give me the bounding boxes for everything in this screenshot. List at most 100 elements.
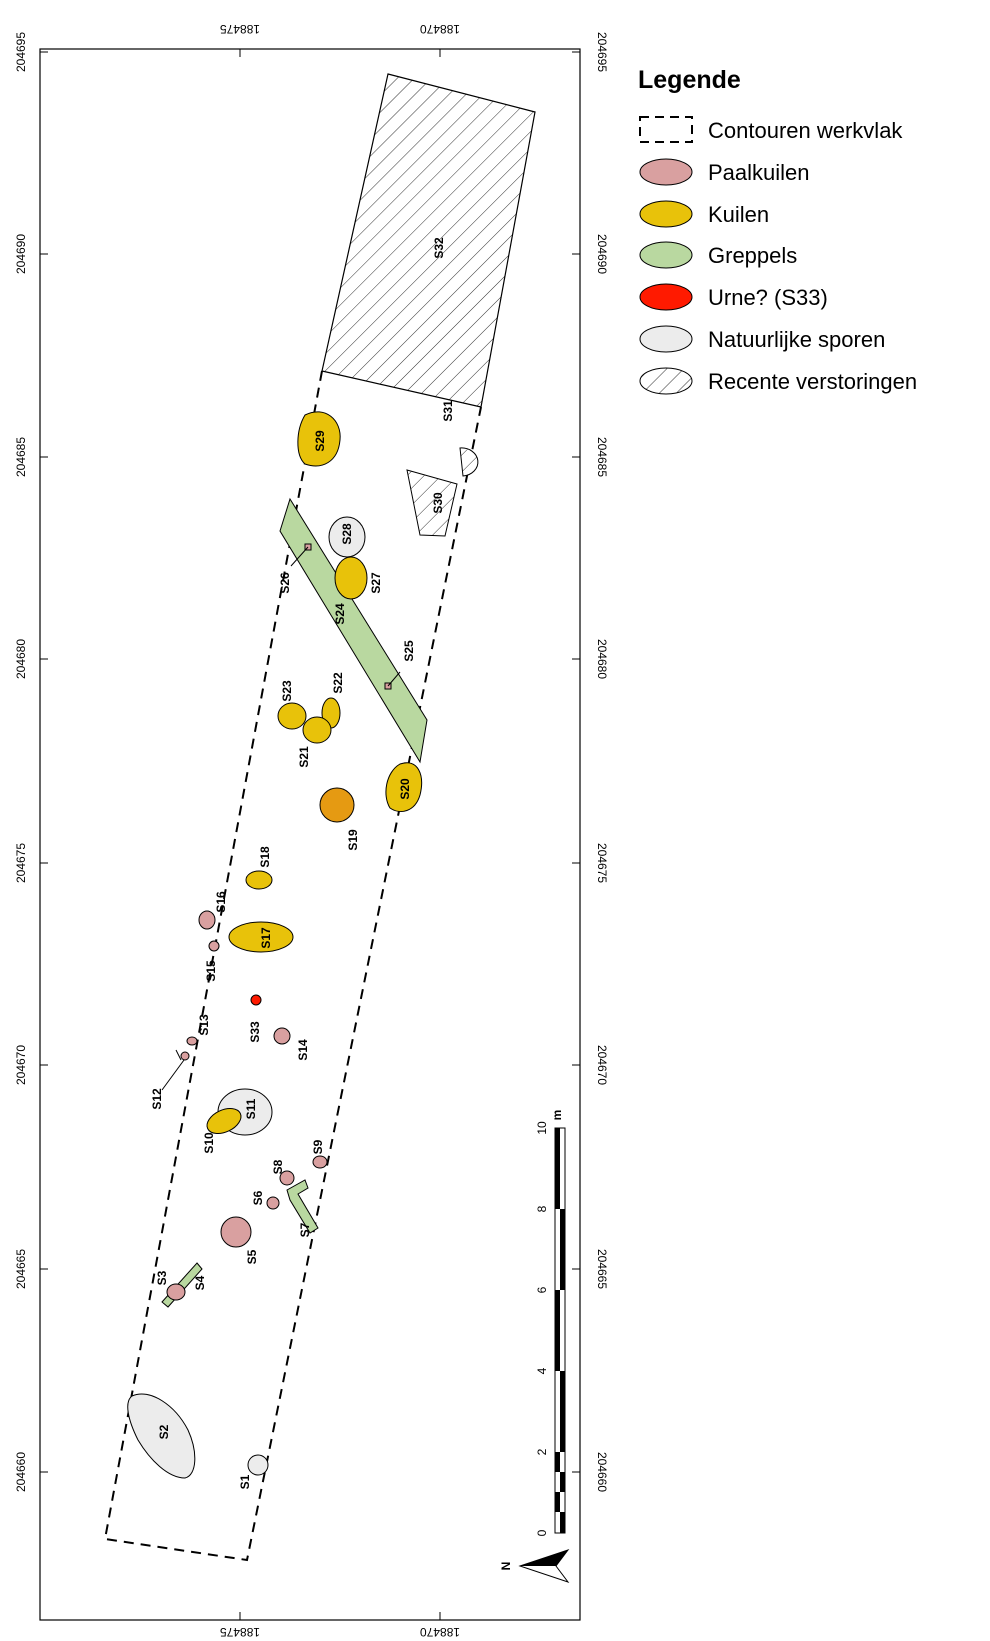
- label-s26: S26: [278, 572, 292, 594]
- legend-item-paalkuilen: Paalkuilen: [639, 158, 810, 186]
- y-label-left-3: 204685: [14, 437, 28, 477]
- feature-s1: [247, 1454, 269, 1476]
- label-s20: S20: [398, 778, 412, 800]
- label-s3: S3: [155, 1270, 169, 1285]
- dashed-box-icon: [639, 116, 693, 143]
- y-label-left-4: 204680: [14, 639, 28, 679]
- label-s2: S2: [157, 1424, 171, 1439]
- legend-label-urne: Urne? (S33): [708, 285, 828, 310]
- legend-item-kuilen: Kuilen: [639, 200, 769, 228]
- legend-label-paalkuilen: Paalkuilen: [708, 160, 810, 185]
- label-s32: S32: [432, 237, 446, 259]
- s12-leader: [161, 1059, 185, 1091]
- label-s14: S14: [296, 1039, 310, 1061]
- label-s16: S16: [214, 891, 228, 913]
- scale-tick-4: 4: [535, 1367, 549, 1374]
- feature-s27: [334, 556, 368, 600]
- label-s12: S12: [150, 1088, 164, 1110]
- feature-s12: [180, 1051, 190, 1061]
- scale-bar: 0 2 4 6 8 10 m: [535, 1110, 566, 1536]
- s25-leader: [387, 671, 401, 687]
- x-label-bottom-2: 188470: [420, 1625, 460, 1639]
- feature-s33: [250, 994, 262, 1006]
- ellipse-swatch-icon: [639, 283, 693, 311]
- y-label-right-2: 204690: [595, 234, 609, 274]
- hatch-swatch-icon: [639, 367, 693, 395]
- feature-s31: [459, 447, 479, 477]
- scale-unit: m: [550, 1110, 564, 1121]
- legend-item-recente: Recente verstoringen: [639, 367, 917, 395]
- s12-tick: [175, 1049, 182, 1061]
- feature-s16: [198, 910, 216, 930]
- feature-s15: [208, 940, 220, 952]
- label-s23: S23: [280, 680, 294, 702]
- legend: Legende Contouren werkvlak Paalkuilen Ku…: [638, 66, 917, 395]
- ellipse-swatch-icon: [639, 325, 693, 353]
- label-s28: S28: [340, 523, 354, 545]
- legend-label-recente: Recente verstoringen: [708, 369, 917, 394]
- feature-s6: [266, 1196, 280, 1210]
- feature-s24: [279, 497, 428, 764]
- ellipse-swatch-icon: [639, 200, 693, 228]
- feature-s28: [328, 516, 366, 558]
- label-s4: S4: [193, 1275, 207, 1290]
- feature-s2: [127, 1393, 196, 1479]
- scale-tick-0: 0: [535, 1529, 549, 1536]
- label-s25: S25: [402, 640, 416, 662]
- label-s5: S5: [245, 1249, 259, 1264]
- y-label-right-3: 204685: [595, 437, 609, 477]
- y-label-left-7: 204665: [14, 1249, 28, 1289]
- label-s30: S30: [431, 492, 445, 514]
- ellipse-swatch-icon: [639, 241, 693, 269]
- label-s1: S1: [238, 1474, 252, 1489]
- scale-tick-10: 10: [535, 1121, 549, 1135]
- y-label-left-5: 204675: [14, 843, 28, 883]
- label-s24: S24: [333, 603, 347, 625]
- y-label-right-7: 204665: [595, 1249, 609, 1289]
- legend-item-contouren: Contouren werkvlak: [639, 116, 903, 143]
- feature-labels: S32 S31 S30 S29 S28 S27 S26 S24 S25 S23 …: [150, 237, 455, 1489]
- label-s21: S21: [297, 746, 311, 768]
- feature-s21: [302, 716, 332, 744]
- y-label-left-6: 204670: [14, 1045, 28, 1085]
- feature-s20: [385, 762, 423, 812]
- feature-s10: [206, 1107, 242, 1135]
- feature-s17: [228, 921, 294, 953]
- s26-leader: [290, 546, 309, 567]
- x-label-top-2: 188470: [420, 22, 460, 36]
- label-s10: S10: [202, 1132, 216, 1154]
- scale-tick-6: 6: [535, 1286, 549, 1293]
- legend-item-urne: Urne? (S33): [639, 283, 828, 311]
- feature-s13: [186, 1036, 198, 1046]
- feature-s14: [273, 1027, 291, 1045]
- feature-s8: [279, 1170, 295, 1186]
- label-s33: S33: [248, 1021, 262, 1043]
- work-surface-outline: [103, 370, 482, 1562]
- scale-tick-8: 8: [535, 1205, 549, 1212]
- y-label-right-8: 204660: [595, 1452, 609, 1492]
- label-s22: S22: [331, 672, 345, 694]
- y-label-right-6: 204670: [595, 1045, 609, 1085]
- label-s9: S9: [311, 1139, 325, 1154]
- frame-ticks: [40, 49, 580, 1620]
- feature-s19: [319, 787, 355, 823]
- feature-s29: [297, 411, 341, 467]
- x-label-top-1: 188475: [220, 22, 260, 36]
- y-label-left-1: 204695: [14, 32, 28, 72]
- label-s17: S17: [259, 927, 273, 949]
- legend-label-greppels: Greppels: [708, 243, 797, 268]
- label-s8: S8: [271, 1159, 285, 1174]
- y-label-right-1: 204695: [595, 32, 609, 72]
- y-labels-right: 204695 204690 204685 204680 204675 20467…: [595, 32, 609, 1492]
- north-label: N: [499, 1562, 513, 1571]
- label-s19: S19: [346, 829, 360, 851]
- ellipse-swatch-icon: [639, 158, 693, 186]
- legend-item-greppels: Greppels: [639, 241, 797, 269]
- feature-s7: [286, 1179, 319, 1234]
- y-label-right-4: 204680: [595, 639, 609, 679]
- scale-tick-2: 2: [535, 1448, 549, 1455]
- label-s18: S18: [258, 846, 272, 868]
- legend-item-natuurlijke: Natuurlijke sporen: [639, 325, 885, 353]
- label-s11: S11: [244, 1098, 258, 1119]
